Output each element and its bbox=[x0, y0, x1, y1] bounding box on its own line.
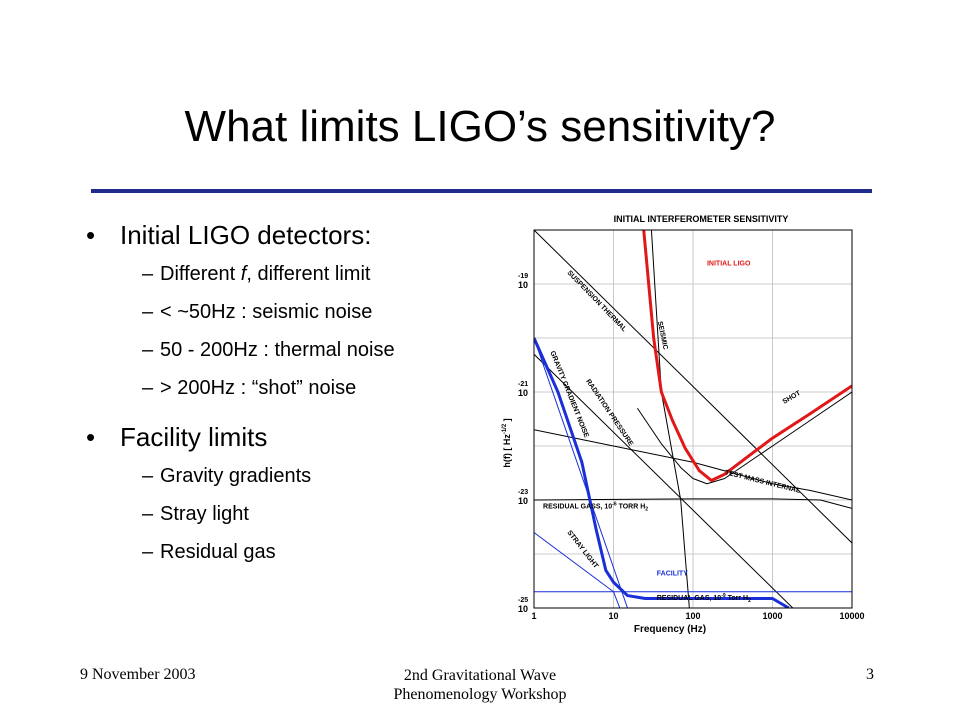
sub-bullet: – > 200Hz : “shot” noise bbox=[80, 376, 480, 400]
sub-bullet: – Gravity gradients bbox=[80, 464, 480, 488]
series-line-test-mass-internal bbox=[534, 429, 852, 501]
y-tick-exponent: -21 bbox=[518, 381, 528, 388]
sub-bullet-text: Residual gas bbox=[160, 541, 276, 563]
annotation-facility: FACILITY bbox=[657, 570, 688, 577]
sub-bullet-dash: – bbox=[142, 263, 154, 285]
y-tick-exponent: -23 bbox=[518, 489, 528, 496]
sub-bullet: – Residual gas bbox=[80, 540, 480, 564]
footer-page-number: 3 bbox=[866, 666, 874, 683]
title-rule bbox=[91, 189, 872, 193]
sub-bullet-dash: – bbox=[142, 301, 154, 323]
x-tick-label: 1 bbox=[531, 611, 536, 621]
sub-bullet-text: Different f, different limit bbox=[160, 262, 480, 286]
x-axis-label: Frequency (Hz) bbox=[634, 624, 706, 635]
sub-bullet-text: > 200Hz : “shot” noise bbox=[160, 377, 357, 399]
annotation-initial-ligo: INITIAL LIGO bbox=[707, 261, 751, 268]
sub-bullet-dash: – bbox=[142, 465, 154, 487]
sub-bullet-dash: – bbox=[142, 339, 154, 361]
footer-workshop-line1: 2nd Gravitational Wave bbox=[403, 667, 557, 684]
bullet-dot: • bbox=[86, 220, 96, 250]
annotation-suspension-thermal: SUSPENSION THERMAL bbox=[566, 270, 629, 334]
series-line-seismic bbox=[650, 230, 690, 608]
sub-bullet-dash: – bbox=[142, 541, 154, 563]
bullet-dot: • bbox=[86, 422, 96, 452]
sub-bullet: – Different f, different limit bbox=[80, 262, 480, 286]
annotation-residual-gas-10: RESIDUAL GAS, 10-9 Torr H2 bbox=[657, 593, 751, 604]
annotation-tail: Torr H bbox=[726, 595, 748, 602]
sub-bullet: – 50 - 200Hz : thermal noise bbox=[80, 338, 480, 362]
footer-workshop: 2nd Gravitational Wave Phenomenology Wor… bbox=[330, 666, 630, 704]
series-line-suspension-thermal bbox=[534, 230, 852, 544]
sub-bullet-text: < ~50Hz : seismic noise bbox=[160, 301, 373, 323]
bullet-text: Initial LIGO detectors: bbox=[120, 220, 372, 250]
slide-title: What limits LIGO’s sensitivity? bbox=[184, 102, 776, 151]
x-tick-label: 1000 bbox=[762, 611, 782, 621]
y-tick-label: 10 bbox=[518, 496, 528, 506]
sub-bullet-italic-f: f bbox=[240, 263, 247, 285]
x-tick-label: 10 bbox=[608, 611, 618, 621]
series-line-facility bbox=[534, 337, 790, 608]
sub-bullet-text: 50 - 200Hz : thermal noise bbox=[160, 339, 395, 361]
sub-bullet-dash: – bbox=[142, 503, 154, 525]
sub-bullet-text-part1: Different bbox=[160, 263, 241, 285]
x-tick-label: 10000 bbox=[839, 611, 864, 621]
series-line-radiation-pressure bbox=[534, 353, 794, 608]
series-lines bbox=[534, 230, 852, 608]
sub-bullet-dash: – bbox=[142, 377, 154, 399]
plot-frame bbox=[533, 229, 853, 609]
sub-bullet-text: Stray light bbox=[160, 503, 249, 525]
annotation-stray-light: STRAY LIGHT bbox=[565, 529, 599, 570]
annotation-sup: -6 bbox=[612, 501, 617, 507]
series-line-shot bbox=[637, 391, 852, 485]
annotation-residual-gass-10: RESIDUAL GASS, 10-6 TORR H2 bbox=[543, 501, 648, 512]
annotation-sub: 2 bbox=[748, 598, 751, 604]
annotation-tail: TORR H bbox=[617, 503, 646, 510]
y-tick-exponent: -19 bbox=[518, 273, 528, 280]
sensitivity-chart: INITIAL INTERFEROMETER SENSITIVITY Frequ… bbox=[502, 214, 865, 635]
y-tick-label: 10 bbox=[518, 388, 528, 398]
footer-date: 9 November 2003 bbox=[80, 666, 196, 683]
series-line-residual-gass-10-6-torr-h2 bbox=[534, 498, 852, 509]
series-line-initial-ligo bbox=[642, 230, 852, 482]
y-tick-label: 10 bbox=[518, 604, 528, 614]
y-axis-label-text: h(f) [ Hz-1/2 ] bbox=[502, 418, 512, 467]
y-axis-label: h(f) [ Hz-1/2 ] bbox=[502, 418, 512, 467]
y-tick-exponent: -25 bbox=[518, 597, 528, 604]
footer-workshop-line2: Phenomenology Workshop bbox=[393, 686, 567, 703]
series-line-gravity-gradient-noise bbox=[534, 337, 628, 608]
bullet-list: • Initial LIGO detectors: – Different f,… bbox=[80, 214, 480, 578]
sub-bullet-text-part2: , different limit bbox=[246, 263, 371, 285]
sub-bullet: – < ~50Hz : seismic noise bbox=[80, 300, 480, 324]
sub-bullet: – Stray light bbox=[80, 502, 480, 526]
annotation-sub: 2 bbox=[645, 506, 648, 512]
x-tick-label: 100 bbox=[685, 611, 700, 621]
annotation-radiation-pressure: RADIATION PRESSURE bbox=[584, 378, 634, 448]
chart-title: INITIAL INTERFEROMETER SENSITIVITY bbox=[614, 214, 789, 224]
bullet-text: Facility limits bbox=[120, 422, 268, 452]
y-tick-label: 10 bbox=[518, 280, 528, 290]
annotation-sup: -9 bbox=[721, 593, 726, 599]
sub-bullet-text: Gravity gradients bbox=[160, 465, 312, 487]
bullet-initial-ligo: • Initial LIGO detectors: bbox=[80, 218, 480, 252]
bullet-facility-limits: • Facility limits bbox=[80, 420, 480, 454]
